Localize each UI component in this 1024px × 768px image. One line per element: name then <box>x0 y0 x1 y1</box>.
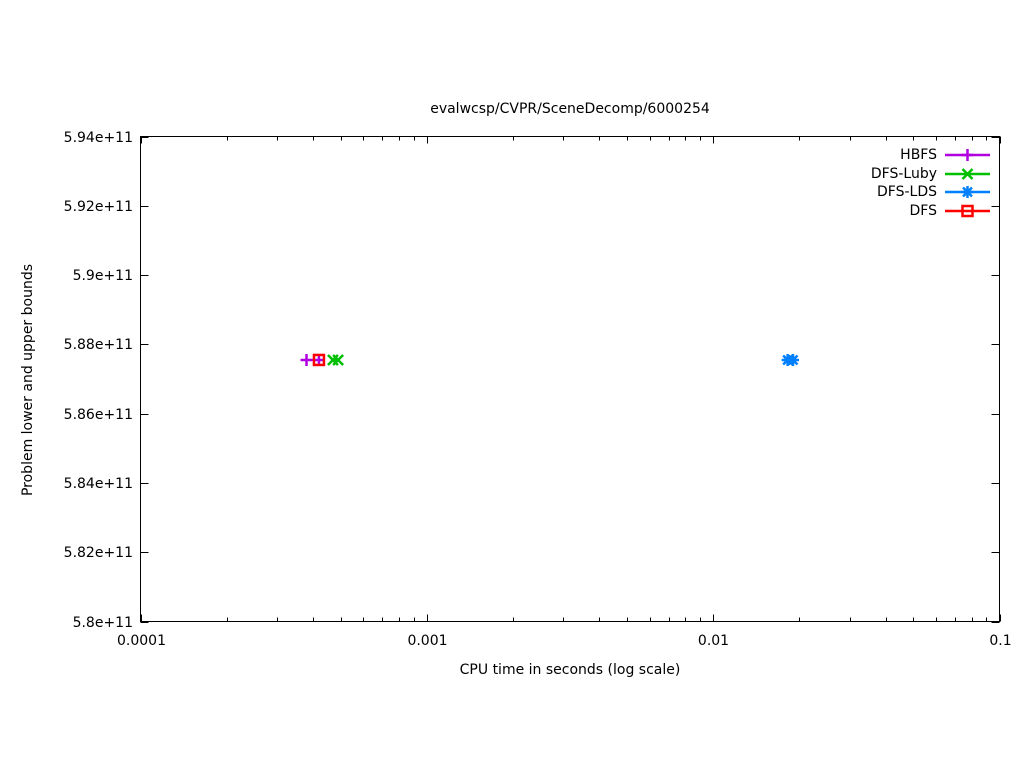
y-tick-label: 5.9e+11 <box>72 267 133 284</box>
marker-star <box>961 186 974 199</box>
legend: HBFS DFS-Luby DFS-LDS DFS <box>871 146 990 220</box>
legend-item-DFS-LDS: DFS-LDS <box>871 183 990 202</box>
plot-border <box>140 136 1000 622</box>
legend-label: DFS <box>909 202 937 219</box>
x-tick-label: 0.1 <box>989 633 1012 649</box>
legend-label: HBFS <box>900 147 937 164</box>
legend-label: DFS-LDS <box>877 184 937 201</box>
series-DFS-Luby <box>327 354 345 366</box>
data-series-layer <box>300 353 799 367</box>
legend-sample <box>945 167 990 180</box>
legend-item-DFS: DFS <box>871 202 990 221</box>
marker-x <box>961 167 974 180</box>
marker-square <box>961 204 974 217</box>
marker-plus <box>961 149 974 162</box>
series-DFS <box>312 353 326 367</box>
x-axis-title: CPU time in seconds (log scale) <box>459 662 681 678</box>
series-DFS-LDS <box>781 353 799 366</box>
legend-label: DFS-Luby <box>870 165 937 182</box>
y-tick-label: 5.94e+11 <box>63 129 133 146</box>
y-tick-label: 5.82e+11 <box>63 544 133 561</box>
y-tick-label: 5.86e+11 <box>63 406 133 423</box>
chart-title: evalwcsp/CVPR/SceneDecomp/6000254 <box>430 101 710 117</box>
legend-sample <box>945 186 990 199</box>
marker-x <box>332 354 345 366</box>
legend-sample <box>945 204 990 217</box>
marker-plus <box>300 353 313 366</box>
y-tick-label: 5.88e+11 <box>63 336 133 353</box>
y-tick-label: 5.92e+11 <box>63 198 133 215</box>
plot-frame-and-ticks <box>140 136 1001 623</box>
x-tick-label: 0.001 <box>407 633 448 649</box>
x-tick-label: 0.01 <box>697 633 730 649</box>
legend-sample <box>945 149 990 162</box>
legend-item-DFS-Luby: DFS-Luby <box>871 165 990 184</box>
marker-star <box>786 353 799 366</box>
x-tick-label: 0.0001 <box>117 633 166 649</box>
y-tick-label: 5.8e+11 <box>72 614 133 631</box>
marker-square <box>312 353 326 367</box>
legend-item-HBFS: HBFS <box>871 146 990 165</box>
y-tick-label: 5.84e+11 <box>63 475 133 492</box>
